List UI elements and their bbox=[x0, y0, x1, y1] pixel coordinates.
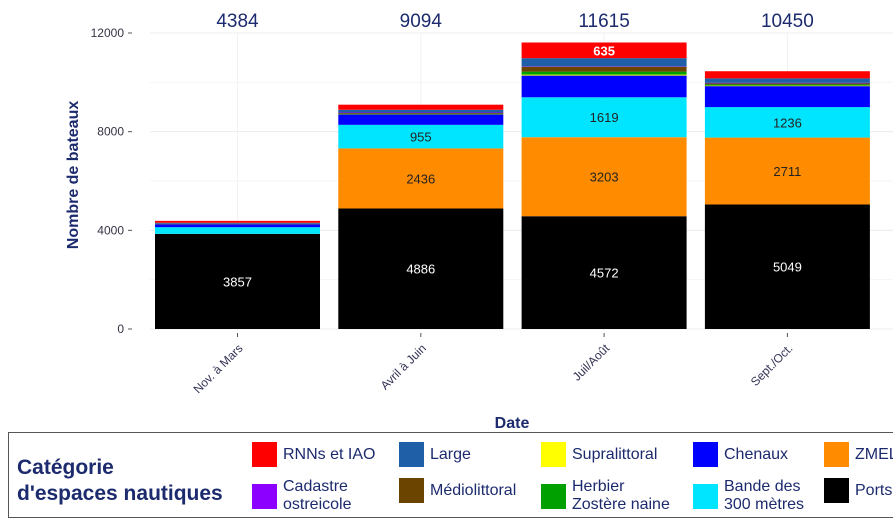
bar-segment bbox=[155, 233, 320, 329]
bar-segment bbox=[704, 78, 870, 83]
bar-segment bbox=[338, 124, 504, 149]
bar-segment bbox=[155, 220, 320, 223]
legend-item: Ports bbox=[824, 478, 892, 503]
legend-title: Catégorie d'espaces nautiques bbox=[17, 456, 223, 505]
y-tick-label: 0 bbox=[117, 322, 124, 336]
bar-segment bbox=[338, 148, 504, 209]
legend-label: Supralittoral bbox=[572, 445, 658, 463]
y-tick-label: 4000 bbox=[97, 223, 124, 237]
bar-segment bbox=[338, 208, 504, 329]
bar-segment-label: 635 bbox=[593, 43, 615, 58]
x-tick-label: Juil/Août bbox=[570, 341, 613, 384]
bar-segment-label: 4572 bbox=[590, 266, 619, 281]
legend-swatch bbox=[693, 483, 718, 509]
x-tick-label: Sept./Oct. bbox=[748, 341, 796, 389]
legend-swatch bbox=[824, 442, 849, 467]
bar-segment bbox=[704, 137, 870, 205]
bar-segment-label: 955 bbox=[410, 130, 432, 145]
labels-layer: 3857 4384 4886 2436 955 9094 4572 3203 1619 635 11… bbox=[216, 11, 813, 289]
bar-segment bbox=[155, 223, 320, 225]
legend-label: Large bbox=[430, 445, 471, 463]
bar-segment bbox=[521, 66, 687, 72]
bar-segment bbox=[521, 58, 687, 67]
legend-label: ZMEL bbox=[855, 445, 893, 463]
bar-segment-label: 3857 bbox=[223, 274, 252, 289]
legend-swatch bbox=[399, 442, 424, 467]
bar-segment-label: 3203 bbox=[590, 170, 619, 185]
bar-segment-label: 4886 bbox=[406, 262, 435, 277]
bar-total-label: 4384 bbox=[216, 11, 259, 32]
bar-segment bbox=[155, 227, 320, 234]
bar-segment-label: 1619 bbox=[590, 110, 619, 125]
bar-segment bbox=[704, 84, 870, 86]
bar-segment bbox=[338, 112, 504, 114]
bar-segment bbox=[521, 66, 687, 67]
bar-segment bbox=[338, 113, 504, 115]
bar-segment bbox=[521, 42, 687, 59]
legend-item: Herbier Zostère naine bbox=[541, 478, 670, 514]
bar-segment bbox=[704, 204, 870, 329]
bar-segment bbox=[704, 85, 870, 87]
bar-segment-label: 2436 bbox=[406, 171, 435, 186]
bar-segment bbox=[338, 112, 504, 114]
legend-label: Ports bbox=[855, 481, 893, 499]
legend-item: Bande des 300 mètres bbox=[693, 478, 804, 514]
legend-swatch bbox=[541, 483, 566, 509]
legend-label: Bande des 300 mètres bbox=[724, 478, 805, 513]
y-tick-label: 12000 bbox=[91, 26, 125, 40]
y-axis-title: Nombre de bateaux bbox=[65, 101, 82, 250]
legend-swatch bbox=[824, 478, 849, 503]
stacked-bar-chart: 3857 4384 4886 2436 955 9094 4572 3203 1619 635 11… bbox=[65, 11, 893, 432]
legend-item: Médiolittoral bbox=[399, 478, 516, 503]
bar-segment bbox=[338, 109, 504, 113]
bar-segment bbox=[155, 224, 320, 228]
legend-label: RNNs et IAO bbox=[283, 445, 376, 463]
legend-swatch bbox=[252, 442, 277, 467]
bar-segment bbox=[704, 86, 870, 108]
legend-label: Médiolittoral bbox=[430, 481, 517, 499]
bar-segment-label: 1236 bbox=[773, 115, 802, 130]
bar-segment bbox=[521, 137, 687, 217]
x-tick-label: Nov. à Mars bbox=[191, 341, 246, 396]
bar-segment bbox=[155, 222, 320, 224]
y-tick-label: 8000 bbox=[97, 125, 124, 139]
legend-item: Supralittoral bbox=[541, 442, 657, 467]
bar-segment bbox=[521, 71, 687, 75]
legend-swatch bbox=[399, 478, 424, 503]
legend-swatch bbox=[541, 442, 566, 467]
bar-segment bbox=[521, 216, 687, 329]
legend-label: Herbier Zostère naine bbox=[572, 478, 670, 513]
bar-segment bbox=[521, 75, 687, 98]
legend-swatch bbox=[693, 442, 718, 467]
bar-segment bbox=[338, 104, 504, 110]
x-tick-label: Avril à Juin bbox=[378, 341, 429, 392]
bar-segment-label: 5049 bbox=[773, 260, 802, 275]
legend-item: Large bbox=[399, 442, 471, 467]
bar-segment bbox=[704, 83, 870, 85]
legend-swatch bbox=[252, 483, 277, 509]
legend-item: RNNs et IAO bbox=[252, 442, 375, 467]
legend: Catégorie d'espaces nautiques RNNs et IA… bbox=[8, 432, 893, 518]
bar-segment-label: 2711 bbox=[773, 164, 801, 179]
bar-segment bbox=[521, 74, 687, 76]
legend-item: ZMEL bbox=[824, 442, 893, 467]
bar-total-label: 11615 bbox=[578, 11, 629, 32]
bar-segment bbox=[704, 71, 870, 79]
bar-total-label: 10450 bbox=[761, 11, 814, 32]
bar-segment bbox=[704, 82, 870, 84]
legend-item: Chenaux bbox=[693, 442, 788, 467]
bar-segment bbox=[338, 114, 504, 125]
x-axis-title: Date bbox=[495, 415, 530, 432]
bar-segment bbox=[704, 107, 870, 138]
bar-total-label: 9094 bbox=[400, 11, 443, 32]
legend-item: Cadastre ostreicole bbox=[252, 478, 351, 514]
legend-label: Chenaux bbox=[724, 445, 789, 463]
bar-segment bbox=[521, 97, 687, 138]
legend-label: Cadastre ostreicole bbox=[283, 478, 352, 513]
bars-layer bbox=[155, 42, 870, 329]
